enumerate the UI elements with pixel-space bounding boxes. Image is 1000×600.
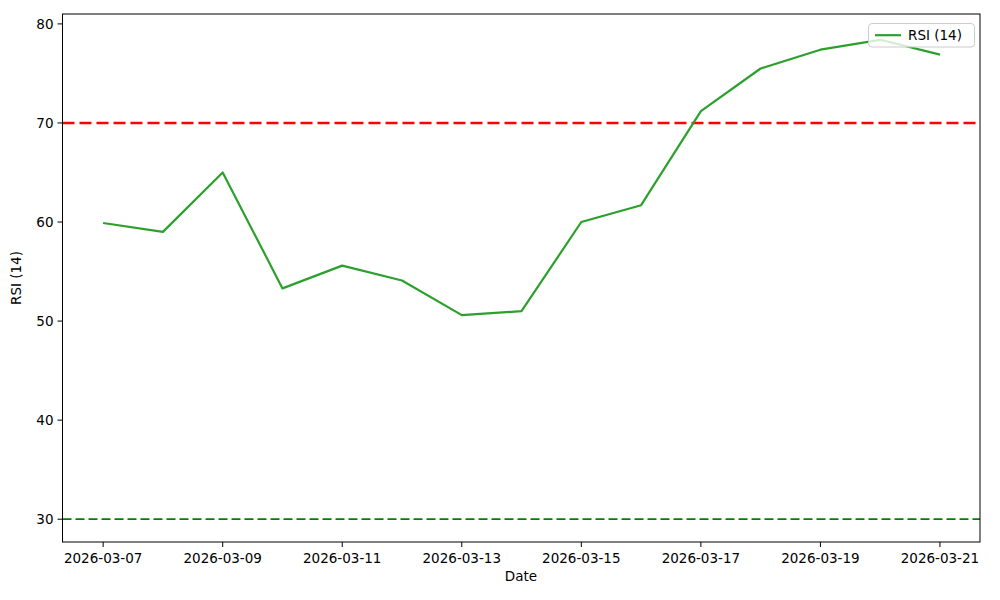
x-tick-label: 2026-03-15 [542, 550, 620, 566]
x-tick-label: 2026-03-21 [901, 550, 979, 566]
x-tick-label: 2026-03-11 [303, 550, 381, 566]
y-tick-label: 50 [36, 313, 53, 329]
y-tick-label: 70 [36, 115, 53, 131]
x-tick-label: 2026-03-17 [662, 550, 740, 566]
series-line [103, 40, 940, 315]
y-tick-label: 30 [36, 511, 53, 527]
x-axis-label: Date [505, 568, 537, 584]
x-tick-label: 2026-03-07 [64, 550, 142, 566]
plot-area: 30 40 50 60 70 80 2026-03-07 2026-03-09 2026-03-… [36, 14, 980, 566]
x-tick-label: 2026-03-19 [781, 550, 859, 566]
y-tick-label: 60 [36, 214, 53, 230]
plot-border [63, 14, 981, 542]
legend: RSI (14) [869, 24, 975, 48]
y-axis-label: RSI (14) [8, 251, 24, 305]
rsi-chart-figure: 30 40 50 60 70 80 2026-03-07 2026-03-09 2026-03-… [0, 0, 1000, 600]
y-tick-label: 40 [36, 412, 53, 428]
x-tick-label: 2026-03-09 [183, 550, 261, 566]
chart-canvas: 30 40 50 60 70 80 2026-03-07 2026-03-09 2026-03-… [0, 0, 1000, 600]
x-tick-label: 2026-03-13 [423, 550, 501, 566]
y-tick-label: 80 [36, 16, 53, 32]
legend-label: RSI (14) [908, 27, 962, 43]
